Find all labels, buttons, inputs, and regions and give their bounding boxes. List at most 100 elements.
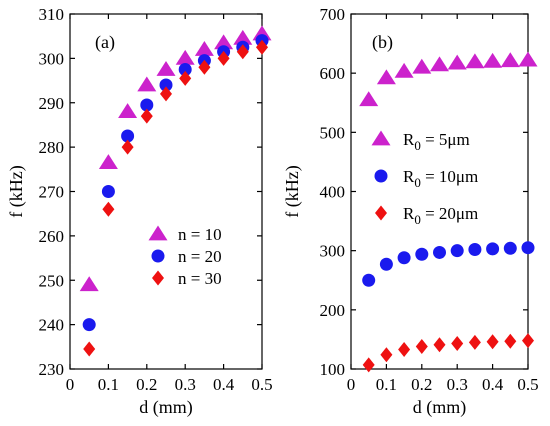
series-3-points: [362, 333, 534, 373]
data-point: [503, 241, 517, 255]
data-point: [398, 341, 411, 357]
data-point: [102, 201, 115, 217]
y-tick-label: 300: [320, 242, 346, 261]
panel-a-chart: 0 0.1 0.2 0.3 0.4 0.5 230 240 250 260 270 280 290 300…: [6, 5, 273, 418]
series-2-points: [82, 34, 269, 332]
legend-marker: [151, 249, 165, 263]
data-point: [447, 54, 467, 70]
panel-label: (a): [95, 32, 115, 53]
data-point: [500, 52, 520, 68]
y-tick-label: 230: [39, 360, 65, 379]
data-point: [412, 58, 432, 74]
data-point: [380, 347, 393, 363]
data-point: [362, 273, 376, 287]
legend: n = 10 n = 20 n = 30: [148, 225, 222, 288]
x-tick-label: 0.4: [213, 375, 235, 394]
data-point: [450, 244, 464, 258]
y-tick-label: 400: [320, 183, 346, 202]
data-point: [433, 245, 446, 259]
data-point: [433, 337, 446, 353]
data-point: [376, 69, 396, 85]
legend-entry-label: R0 = 5μm: [403, 130, 470, 153]
x-tick-label: 0.2: [411, 375, 432, 394]
legend-entry-label: n = 10: [178, 225, 222, 244]
data-point: [359, 91, 379, 107]
data-point: [160, 86, 172, 102]
data-point: [118, 103, 138, 118]
data-point: [518, 51, 538, 67]
x-tick-label: 0: [347, 375, 356, 394]
legend: R0 = 5μm R0 = 10μm R0 = 20μm: [371, 130, 478, 227]
legend-entry-label: n = 20: [178, 247, 222, 266]
x-tick-label: 0.5: [251, 375, 272, 394]
y-tick-label: 600: [320, 64, 346, 83]
data-point: [198, 59, 211, 75]
data-point: [178, 62, 192, 76]
data-point: [486, 334, 499, 350]
x-tick-label: 0.3: [175, 375, 196, 394]
x-tick-label: 0.4: [482, 375, 504, 394]
data-point: [179, 70, 192, 86]
x-tick-label: 0.3: [447, 375, 468, 394]
data-point: [415, 339, 428, 355]
data-point: [483, 52, 503, 68]
data-point: [137, 76, 157, 92]
data-point: [521, 241, 535, 255]
x-tick-label: 0: [66, 375, 75, 394]
y-tick-label: 290: [39, 94, 65, 113]
data-point: [121, 139, 134, 155]
y-tick-label: 300: [39, 49, 65, 68]
data-point: [394, 62, 414, 78]
data-point: [522, 333, 534, 349]
data-point: [379, 257, 393, 271]
y-tick-label: 260: [39, 227, 65, 246]
series-1-points: [79, 25, 272, 292]
legend-entry-label: R0 = 10μm: [403, 167, 478, 190]
x-tick-label: 0.1: [376, 375, 397, 394]
panel-b-chart: 0 0.1 0.2 0.3 0.4 0.5 100 200 300 400 500 600 700 d (…: [282, 5, 539, 418]
data-point: [175, 49, 195, 65]
data-point: [397, 251, 411, 265]
data-point: [362, 357, 375, 373]
data-point: [430, 56, 449, 72]
x-tick-label: 0.2: [136, 375, 157, 394]
data-point: [465, 53, 485, 69]
data-point: [233, 29, 253, 45]
data-point: [486, 242, 500, 256]
data-point: [101, 185, 115, 198]
legend-marker: [152, 270, 164, 286]
x-tick-label: 0.5: [517, 375, 538, 394]
data-point: [156, 60, 176, 76]
legend-marker: [148, 225, 168, 241]
data-point: [415, 247, 429, 261]
y-tick-label: 310: [39, 5, 65, 24]
data-point: [82, 318, 96, 332]
y-tick-label: 280: [39, 138, 65, 157]
data-point: [504, 333, 517, 349]
y-axis-label: f (kHz): [6, 165, 27, 217]
data-point: [140, 98, 154, 112]
y-tick-label: 700: [320, 5, 346, 24]
y-tick-label: 500: [320, 123, 346, 142]
data-point: [256, 39, 268, 55]
panel-label: (b): [372, 32, 393, 53]
data-point: [83, 341, 96, 357]
data-point: [140, 108, 153, 124]
data-point: [468, 334, 481, 350]
data-point: [214, 34, 234, 50]
series-3-points: [83, 39, 268, 357]
x-axis-label: d (mm): [139, 397, 193, 418]
y-tick-label: 240: [39, 316, 65, 335]
data-point: [79, 276, 99, 292]
y-axis-label: f (kHz): [282, 165, 303, 217]
legend-marker: [374, 169, 388, 183]
series-1-points: [359, 51, 538, 107]
y-tick-label: 100: [320, 360, 346, 379]
x-axis-label: d (mm): [413, 397, 467, 418]
series-2-points: [362, 241, 535, 287]
y-tick-label: 270: [39, 183, 65, 202]
y-tick-label: 200: [320, 301, 346, 320]
data-point: [159, 78, 173, 92]
data-point: [451, 336, 464, 352]
